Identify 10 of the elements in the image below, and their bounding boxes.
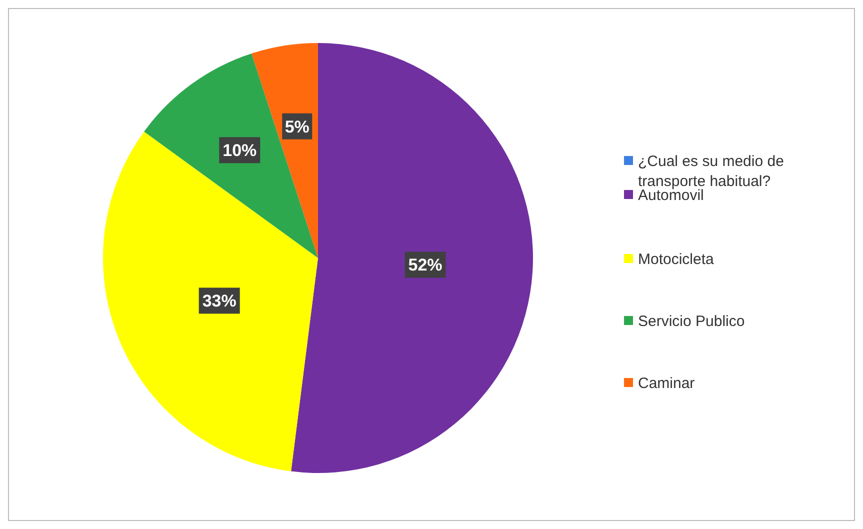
- data-label: 10%: [222, 141, 257, 160]
- legend-label: Servicio Publico: [638, 313, 745, 330]
- data-label: 52%: [408, 256, 442, 275]
- pie-slice: [144, 54, 318, 258]
- legend-label: Motocicleta: [638, 251, 715, 268]
- legend-label: Caminar: [638, 375, 695, 392]
- pie-slice: [103, 132, 318, 472]
- legend-title: ¿Cual es su medio de transporte habitual?: [638, 153, 784, 190]
- data-label: 5%: [284, 117, 310, 136]
- data-label: 33%: [202, 292, 236, 311]
